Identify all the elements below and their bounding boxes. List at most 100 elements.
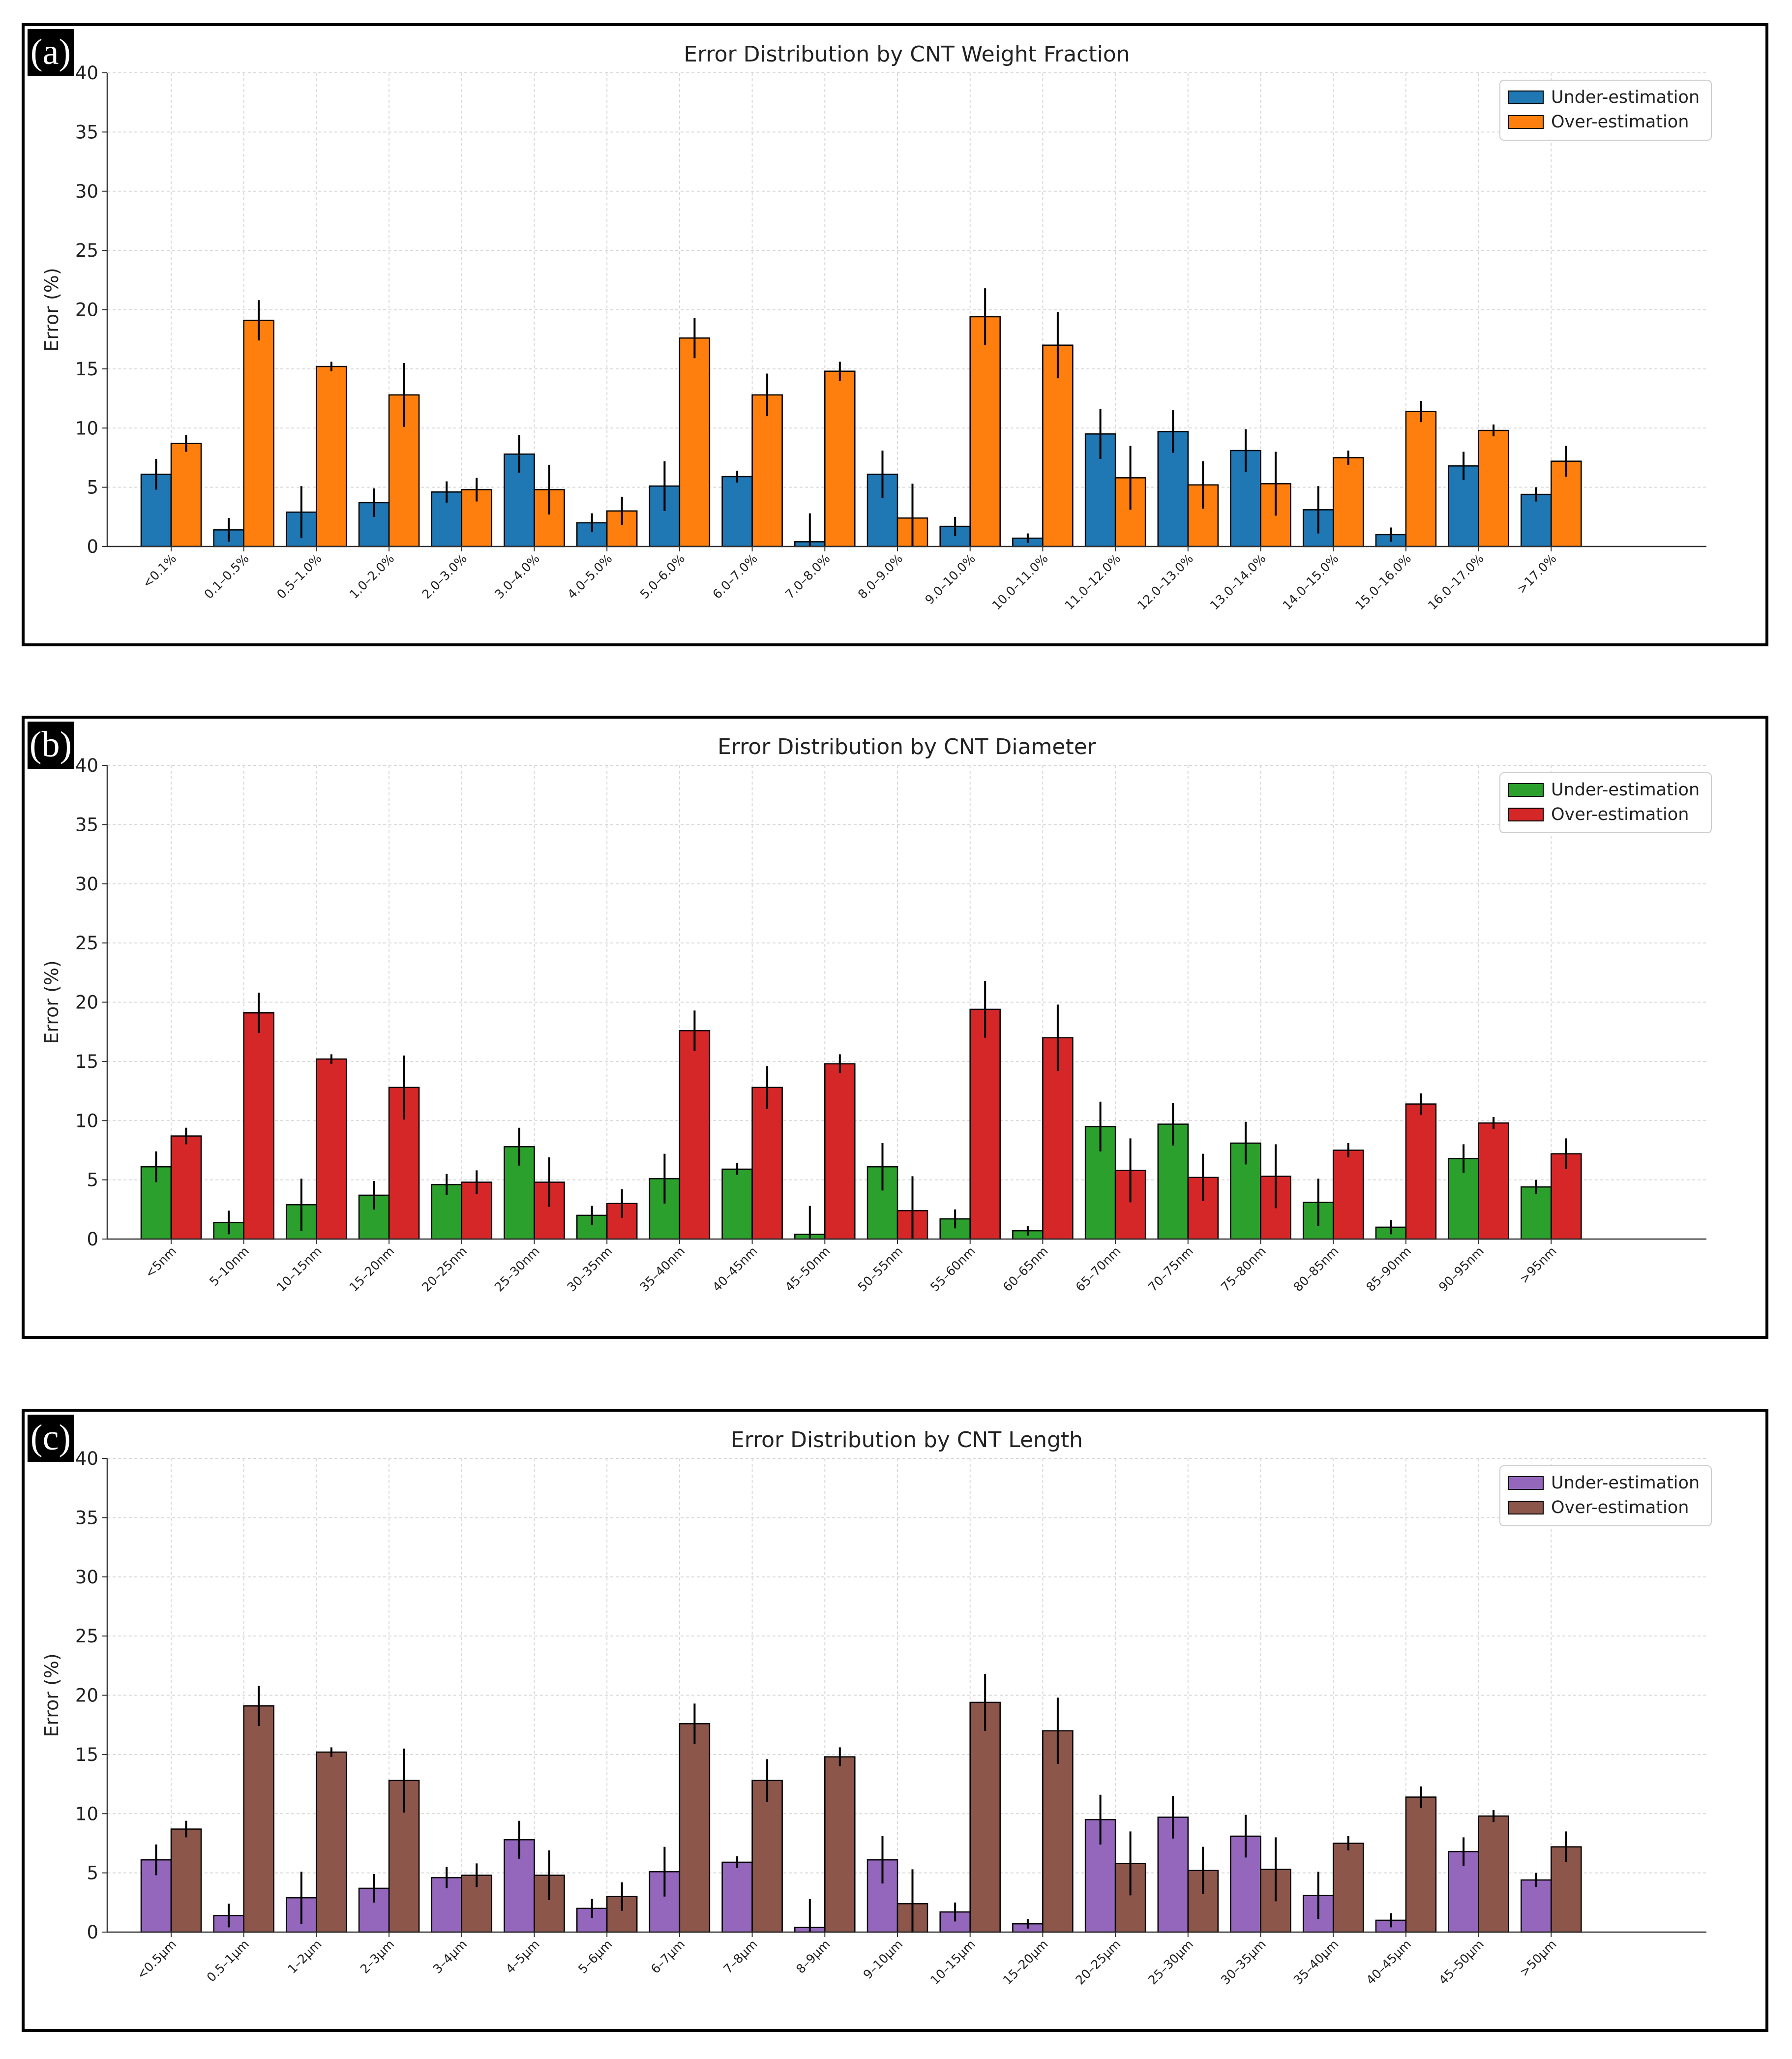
y-axis-label: Error (%) [41,268,62,351]
legend: Under-estimation Over-estimation [1499,772,1712,833]
x-tick-label: 30–35μm [1218,1937,1269,1988]
x-tick-label: 15–20μm [1000,1937,1051,1988]
y-tick-label: 20 [75,992,98,1013]
bar-under-estimation [721,1168,753,1240]
x-tick-label: 45–50μm [1436,1937,1487,1988]
bar-over-estimation [969,1701,1001,1933]
x-tick-label: 0.5–1μm [204,1937,252,1985]
x-tick-label: 55–60nm [927,1244,978,1295]
legend-swatch-under [1508,91,1544,104]
x-tick-label: 8–9μm [793,1937,833,1976]
bar-over-estimation [824,370,856,547]
x-tick-label: 50–55nm [855,1244,905,1295]
x-tick-label: 14.0–15.0% [1280,551,1342,613]
bar-under-estimation [1521,1186,1552,1240]
x-tick-label: 30–35nm [565,1244,615,1295]
y-axis-label: Error (%) [41,1653,62,1737]
x-tick-label: 0.5–1.0% [274,551,324,602]
y-tick-label: 15 [75,1744,98,1765]
bar-over-estimation [1478,1122,1509,1240]
legend-swatch-over [1508,808,1544,821]
x-tick-label: 13.0–14.0% [1207,551,1269,613]
legend-box [1499,1465,1712,1526]
legend-swatch-under [1508,783,1544,797]
x-tick-label: 3–4μm [430,1937,470,1976]
panel-tag: (b) [28,722,74,769]
x-tick-label: 16.0–17.0% [1425,551,1487,613]
x-tick-label: 6–7μm [648,1937,687,1976]
bar-over-estimation [1405,1103,1437,1240]
legend-swatch-over [1508,115,1544,129]
bar-under-estimation [1521,1879,1552,1933]
x-tick-label: 25–30μm [1145,1937,1196,1988]
y-tick-label: 20 [75,300,98,321]
bar-over-estimation [969,1008,1001,1240]
y-tick-label: 30 [75,1567,98,1588]
x-tick-label: 3.0–4.0% [492,551,542,602]
bar-over-estimation [1405,411,1437,547]
y-tick-label: 0 [87,536,98,557]
y-tick-label: 30 [75,874,98,895]
chart-diameter: 0 5 10 15 20 25 30 35 40 <5nm 5–10nm 10–15nm 15–20nm… [41,734,1712,1295]
legend-label-over: Over-estimation [1551,112,1689,132]
y-tick-label: 15 [75,359,98,380]
bar-over-estimation [824,1756,856,1933]
y-tick-label: 5 [87,477,98,498]
x-tick-label: 1.0–2.0% [347,551,397,602]
legend-label-under: Under-estimation [1551,1473,1700,1493]
bar-over-estimation [751,1087,783,1240]
x-tick-label: 65–70nm [1073,1244,1124,1295]
y-tick-label: 10 [75,1110,98,1131]
x-tick-label: >95nm [1517,1244,1559,1286]
bar-over-estimation [1332,457,1364,547]
x-tick-label: 7–8μm [721,1937,760,1976]
x-tick-label: 25–30nm [492,1244,542,1295]
bar-over-estimation [1042,344,1074,547]
y-tick-label: 35 [75,1507,98,1528]
x-tick-label: >17.0% [1514,551,1559,596]
bar-over-estimation [679,1723,711,1933]
x-tick-label: 15.0–16.0% [1352,551,1414,613]
x-tick-label: 70–75nm [1145,1244,1196,1295]
legend-swatch-under [1508,1476,1544,1490]
x-tick-label: 8.0–9.0% [855,551,905,602]
x-tick-label: 60–65nm [1000,1244,1051,1295]
x-tick-label: 40–45nm [710,1244,760,1295]
x-tick-label: 9–10μm [861,1937,906,1982]
y-tick-label: 0 [87,1229,98,1250]
y-tick-label: 40 [75,62,98,84]
y-tick-label: 25 [75,240,98,261]
y-tick-label: 25 [75,933,98,954]
x-tick-label: 35–40nm [637,1244,687,1295]
chart-title: Error Distribution by CNT Diameter [717,734,1097,759]
bar-over-estimation [1332,1843,1364,1933]
bar-over-estimation [1478,429,1509,547]
x-tick-label: 40–45μm [1363,1937,1414,1988]
legend-label-under: Under-estimation [1551,780,1700,800]
bar-over-estimation [679,1030,711,1240]
x-tick-label: >50μm [1517,1937,1559,1979]
x-tick-label: 10–15μm [927,1937,978,1988]
bar-over-estimation [243,1705,274,1933]
y-tick-label: 40 [75,755,98,776]
y-tick-label: 0 [87,1922,98,1943]
legend-label-under: Under-estimation [1551,88,1700,107]
y-tick-label: 25 [75,1626,98,1647]
y-tick-label: 40 [75,1448,98,1469]
x-tick-label: 85–90nm [1363,1244,1414,1295]
x-tick-label: 15–20nm [347,1244,397,1295]
x-tick-label: 20–25μm [1073,1937,1124,1988]
x-tick-label: 5.0–6.0% [637,551,687,602]
y-tick-label: 35 [75,814,98,835]
x-tick-label: 35–40μm [1291,1937,1342,1988]
x-tick-label: <0.5μm [134,1937,179,1982]
legend-label-over: Over-estimation [1551,805,1689,824]
bar-over-estimation [969,316,1001,547]
x-tick-label: 75–80nm [1218,1244,1269,1295]
bar-under-estimation [721,1861,753,1933]
x-tick-label: <0.1% [140,551,179,591]
y-tick-label: 15 [75,1051,98,1072]
x-tick-label: 20–25nm [419,1244,470,1295]
y-tick-label: 35 [75,121,98,143]
chart-title: Error Distribution by CNT Length [731,1427,1083,1453]
